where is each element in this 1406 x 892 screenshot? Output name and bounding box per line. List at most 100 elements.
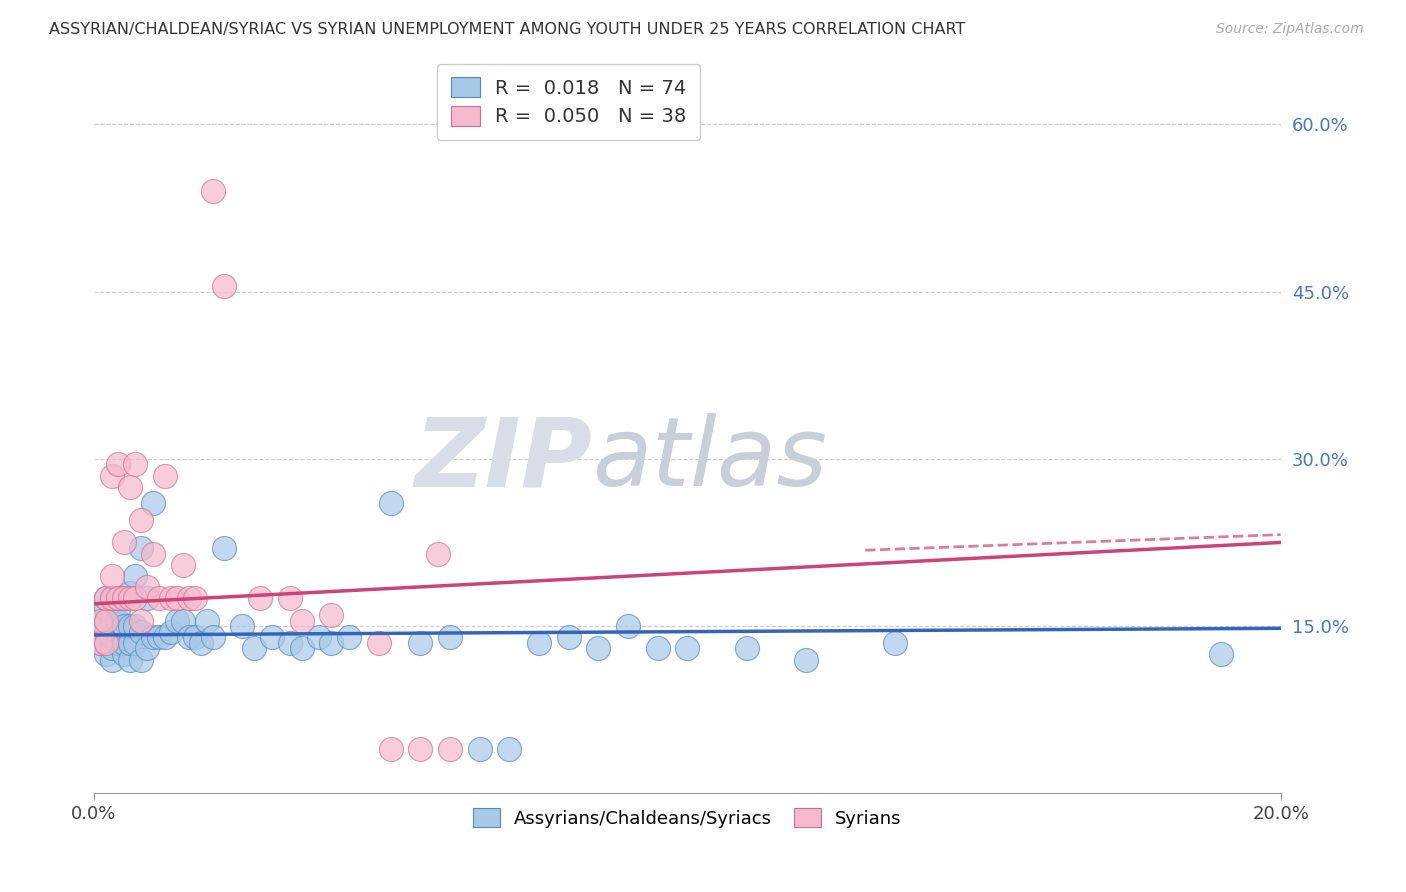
Point: [100, 591, 122, 606]
Point: [107, 614, 129, 628]
Point: [380, 741, 402, 756]
Point: [118, 585, 141, 599]
Point: [427, 547, 450, 561]
Point: [107, 624, 129, 639]
Point: [249, 591, 271, 606]
Point: [100, 468, 122, 483]
Point: [884, 636, 907, 650]
Point: [148, 630, 170, 644]
Point: [676, 641, 699, 656]
Point: [527, 636, 550, 650]
Point: [468, 741, 491, 756]
Point: [588, 641, 610, 656]
Point: [124, 636, 146, 650]
Point: [308, 630, 330, 644]
Point: [177, 591, 200, 606]
Point: [195, 614, 218, 628]
Legend: Assyrians/Chaldeans/Syriacs, Syrians: Assyrians/Chaldeans/Syriacs, Syrians: [465, 801, 910, 835]
Point: [291, 614, 314, 628]
Point: [380, 496, 402, 510]
Point: [439, 741, 461, 756]
Point: [321, 607, 343, 622]
Point: [118, 636, 141, 650]
Point: [131, 614, 153, 628]
Point: [142, 630, 165, 644]
Point: [439, 630, 461, 644]
Point: [94, 647, 117, 661]
Point: [124, 458, 146, 472]
Point: [166, 591, 188, 606]
Point: [112, 535, 135, 549]
Point: [100, 641, 122, 656]
Point: [100, 614, 122, 628]
Point: [160, 624, 183, 639]
Point: [136, 580, 159, 594]
Point: [190, 636, 212, 650]
Point: [321, 636, 343, 650]
Point: [112, 619, 135, 633]
Point: [112, 591, 135, 606]
Point: [124, 591, 146, 606]
Point: [260, 630, 283, 644]
Point: [617, 619, 640, 633]
Point: [337, 630, 360, 644]
Point: [94, 614, 117, 628]
Point: [214, 541, 236, 555]
Point: [118, 591, 141, 606]
Point: [107, 591, 129, 606]
Point: [153, 630, 176, 644]
Point: [278, 591, 301, 606]
Point: [124, 569, 146, 583]
Point: [94, 602, 117, 616]
Point: [94, 624, 117, 639]
Point: [124, 619, 146, 633]
Point: [794, 652, 817, 666]
Point: [177, 630, 200, 644]
Point: [107, 602, 129, 616]
Point: [89, 636, 111, 650]
Text: ZIP: ZIP: [415, 413, 592, 507]
Text: ASSYRIAN/CHALDEAN/SYRIAC VS SYRIAN UNEMPLOYMENT AMONG YOUTH UNDER 25 YEARS CORRE: ASSYRIAN/CHALDEAN/SYRIAC VS SYRIAN UNEMP…: [49, 22, 966, 37]
Point: [184, 630, 207, 644]
Point: [89, 614, 111, 628]
Point: [131, 541, 153, 555]
Point: [142, 547, 165, 561]
Point: [94, 591, 117, 606]
Point: [367, 636, 389, 650]
Point: [166, 614, 188, 628]
Point: [112, 647, 135, 661]
Point: [118, 652, 141, 666]
Point: [136, 591, 159, 606]
Point: [94, 614, 117, 628]
Point: [214, 279, 236, 293]
Point: [278, 636, 301, 650]
Point: [89, 636, 111, 650]
Point: [107, 591, 129, 606]
Point: [100, 569, 122, 583]
Point: [94, 591, 117, 606]
Point: [243, 641, 266, 656]
Point: [201, 630, 224, 644]
Point: [153, 468, 176, 483]
Point: [131, 652, 153, 666]
Point: [100, 591, 122, 606]
Point: [1211, 647, 1233, 661]
Point: [498, 741, 520, 756]
Point: [118, 619, 141, 633]
Point: [172, 614, 194, 628]
Point: [89, 614, 111, 628]
Point: [131, 624, 153, 639]
Point: [647, 641, 669, 656]
Point: [148, 591, 170, 606]
Point: [131, 513, 153, 527]
Point: [201, 184, 224, 198]
Point: [231, 619, 253, 633]
Point: [142, 496, 165, 510]
Point: [112, 636, 135, 650]
Point: [100, 630, 122, 644]
Point: [291, 641, 314, 656]
Point: [107, 458, 129, 472]
Point: [409, 741, 432, 756]
Point: [94, 636, 117, 650]
Point: [107, 636, 129, 650]
